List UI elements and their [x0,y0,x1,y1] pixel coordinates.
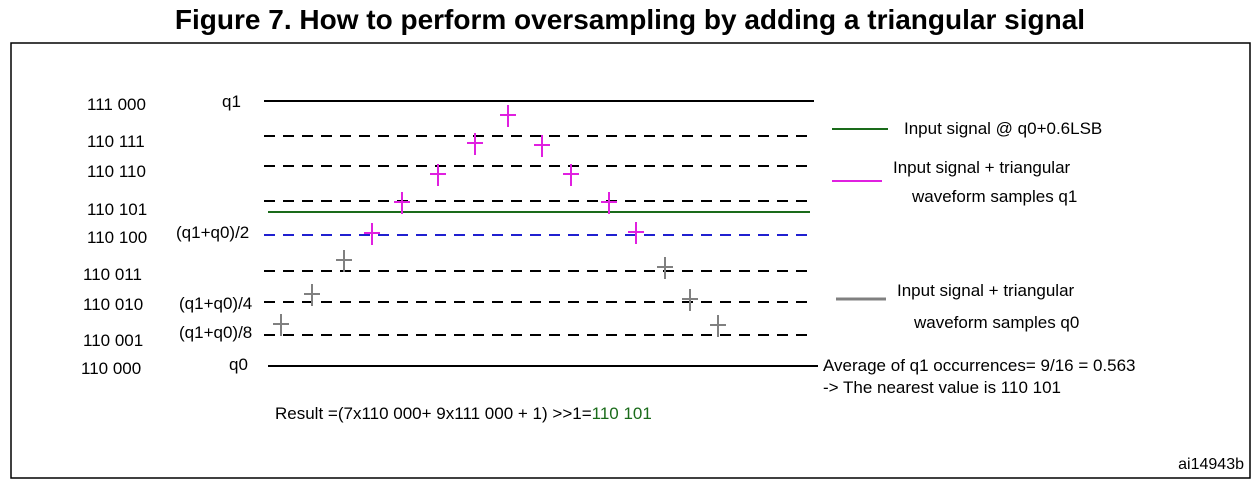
average-text-line1: Average of q1 occurrences= 9/16 = 0.563 [823,356,1136,375]
q1-sample-marker [534,135,550,157]
level-label-eighth: (q1+q0)/8 [179,323,252,342]
q1-sample-marker [467,133,483,155]
figure-title: Figure 7. How to perform oversampling by… [174,4,1086,35]
level-label-q1: q1 [222,92,241,111]
legend-label-q0-samples-line1: Input signal + triangular [897,281,1075,300]
code-label-110111: 110 111 [87,132,145,151]
q0-sample-markers [273,250,726,337]
q0-sample-marker [304,284,320,306]
figure-frame [10,42,1251,479]
code-label-110011: 110 011 [83,265,142,284]
q0-sample-marker [273,314,289,336]
q1-sample-marker [364,223,380,245]
code-label-110110: 110 110 [87,162,146,181]
level-label-half: (q1+q0)/2 [176,223,249,242]
q1-sample-marker [563,164,579,186]
q1-sample-markers [364,105,644,245]
legend-label-q1-samples-line2: waveform samples q1 [911,187,1077,206]
code-label-110001: 110 001 [83,331,143,350]
q0-sample-marker [682,289,698,311]
q1-sample-marker [628,222,644,244]
q0-sample-marker [336,250,352,272]
result-value: 110 101 [592,404,652,423]
q1-sample-marker [601,192,617,214]
q1-sample-marker [500,105,516,127]
code-label-110100: 110 100 [87,228,147,247]
code-label-111000: 111 000 [87,95,146,114]
level-label-quarter: (q1+q0)/4 [179,294,252,313]
code-label-110000: 110 000 [81,359,141,378]
q0-sample-marker [657,257,673,279]
code-label-110010: 110 010 [83,295,143,314]
level-label-q0: q0 [229,355,248,374]
q1-sample-marker [394,192,410,214]
q0-sample-marker [710,315,726,337]
q1-sample-marker [430,164,446,186]
figure-id: ai14943b [1178,456,1244,473]
legend-label-q1-samples-line1: Input signal + triangular [893,158,1071,177]
code-label-110101: 110 101 [87,200,147,219]
average-text-line2: -> The nearest value is 110 101 [823,378,1061,397]
legend-label-input-signal: Input signal @ q0+0.6LSB [904,119,1102,138]
legend-label-q0-samples-line2: waveform samples q0 [913,313,1079,332]
result-text: Result =(7x110 000+ 9x111 000 + 1) >>1=1… [275,404,652,423]
result-prefix: Result =(7x110 000+ 9x111 000 + 1) >>1= [275,404,592,423]
